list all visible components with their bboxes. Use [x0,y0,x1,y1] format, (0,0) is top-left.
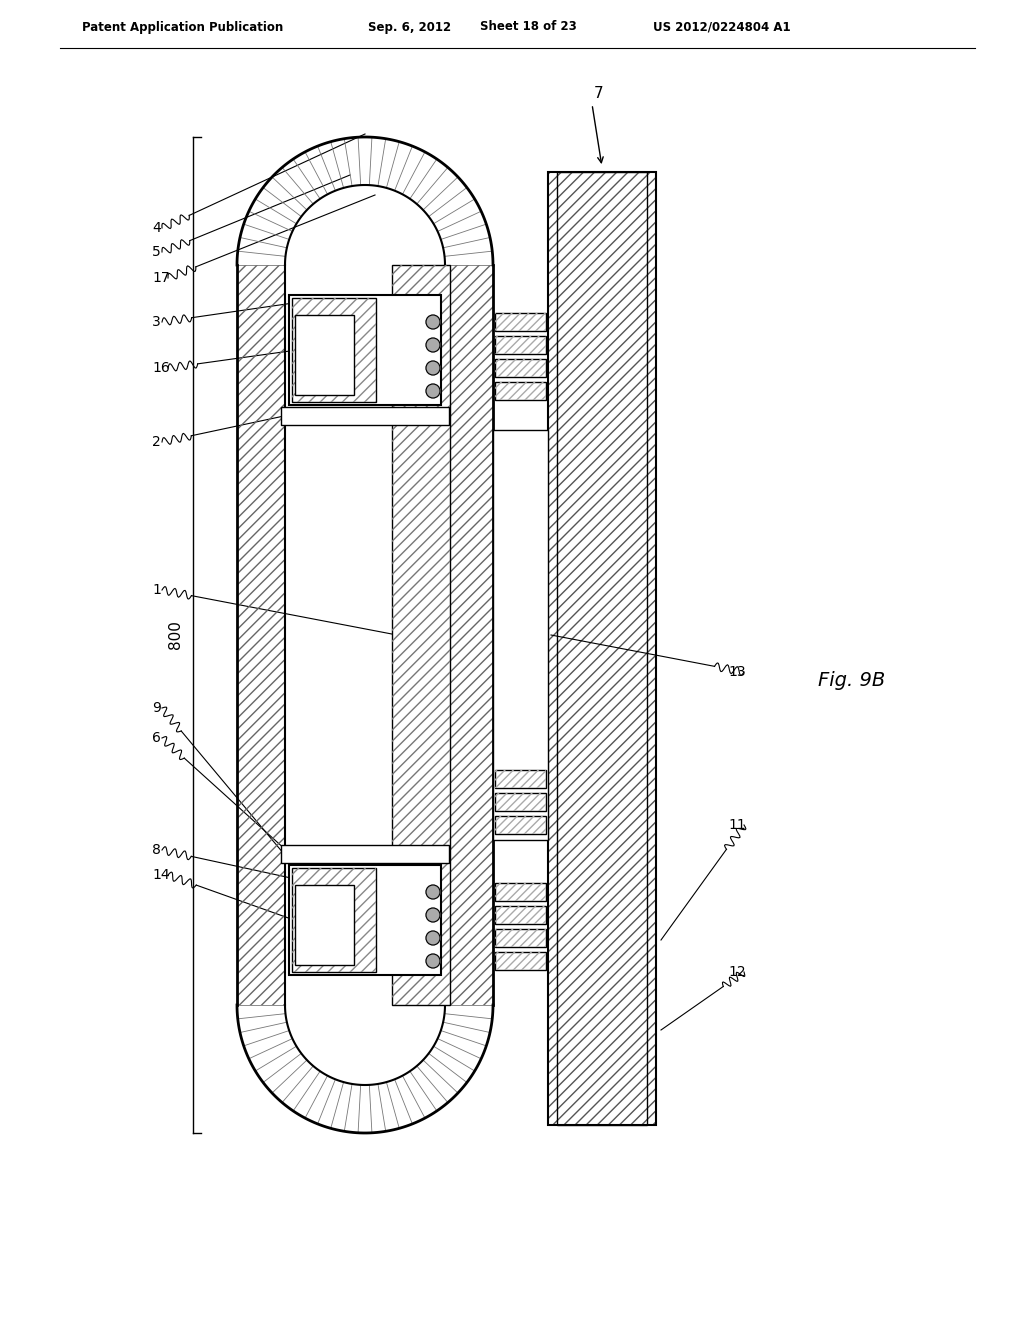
Text: 9: 9 [152,701,161,715]
Text: 12: 12 [728,965,745,979]
Circle shape [426,338,440,352]
Text: Fig. 9B: Fig. 9B [818,671,886,689]
Bar [295,884,353,965]
Text: 7: 7 [594,87,603,102]
Bar [289,865,441,975]
Bar [495,770,546,788]
Bar [292,869,376,972]
Bar [495,337,546,354]
Bar [292,869,376,972]
Text: 3: 3 [152,315,161,329]
Bar [295,315,353,395]
Text: Sheet 18 of 23: Sheet 18 of 23 [480,21,577,33]
Bar [548,172,656,1125]
Text: Sep. 6, 2012: Sep. 6, 2012 [368,21,452,33]
Bar [495,883,546,902]
Bar [495,929,546,946]
Text: Patent Application Publication: Patent Application Publication [82,21,284,33]
Bar [495,793,546,810]
Bar [237,265,285,1005]
Bar [557,172,647,1125]
Bar [392,265,450,1005]
Circle shape [426,315,440,329]
Bar [495,381,546,400]
Text: 2: 2 [152,436,161,449]
Text: 800: 800 [168,620,183,649]
Bar [392,265,450,1005]
Text: 14: 14 [152,869,170,882]
Bar [495,952,546,970]
Bar [281,407,449,425]
Bar [549,173,655,1125]
Bar [281,845,449,863]
Text: 6: 6 [152,731,161,744]
Text: 13: 13 [728,665,745,678]
Text: US 2012/0224804 A1: US 2012/0224804 A1 [653,21,791,33]
Text: 11: 11 [728,818,745,832]
Bar [495,929,546,946]
Circle shape [426,908,440,921]
Bar [493,430,548,840]
Bar [495,906,546,924]
Bar [495,381,546,400]
Text: 4: 4 [152,220,161,235]
Bar [292,298,376,403]
Circle shape [426,384,440,399]
Circle shape [426,931,440,945]
Bar [495,313,546,331]
Bar [289,294,441,405]
Bar [445,265,493,1005]
Bar [292,298,376,403]
Bar [495,906,546,924]
Bar [495,816,546,834]
Bar [495,883,546,902]
Bar [495,793,546,810]
Bar [495,770,546,788]
Bar [495,359,546,378]
Text: 8: 8 [152,843,161,857]
Bar [495,952,546,970]
Text: 16: 16 [152,360,170,375]
Circle shape [426,954,440,968]
Text: 5: 5 [152,246,161,259]
Circle shape [426,360,440,375]
Bar [495,337,546,354]
Bar [495,359,546,378]
Text: 17: 17 [152,271,170,285]
Text: 1: 1 [152,583,161,597]
Bar [495,313,546,331]
Circle shape [426,884,440,899]
Bar [495,816,546,834]
